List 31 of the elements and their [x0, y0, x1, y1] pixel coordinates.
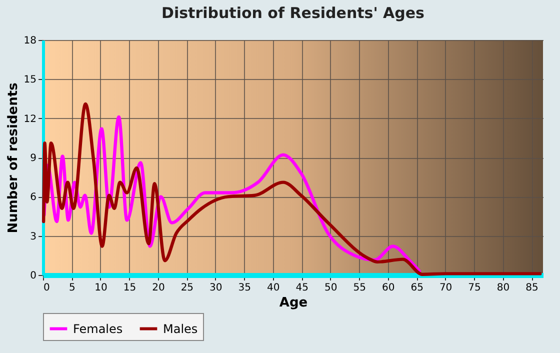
x-tick-label: 55	[353, 282, 366, 294]
x-tick-label: 65	[410, 282, 424, 294]
x-tick-label: 35	[238, 282, 252, 294]
x-tick-label: 50	[324, 282, 338, 294]
x-tick-label: 25	[180, 282, 194, 294]
x-tick-label: 60	[382, 282, 395, 294]
x-tick-label: 0	[44, 282, 50, 294]
legend-label: Males	[163, 322, 198, 336]
x-axis-title: Age	[279, 296, 308, 310]
y-tick-label: 0	[30, 270, 36, 282]
y-tick-label: 3	[30, 231, 36, 242]
x-tick-label: 30	[210, 282, 222, 294]
x-tick-label: 45	[296, 282, 308, 294]
x-tick-label: 70	[439, 282, 452, 294]
x-tick-label: 15	[123, 282, 136, 294]
y-axis-title: Number of residents	[6, 82, 21, 234]
line-series	[42, 102, 542, 276]
chart-title: Distribution of Residents' Ages	[162, 4, 425, 22]
x-tick-label: 40	[267, 282, 280, 294]
y-tick-label: 18	[24, 36, 36, 46]
x-tick-label: 85	[526, 282, 538, 294]
y-tick-label: 6	[30, 192, 36, 204]
x-tick-label: 5	[69, 282, 76, 294]
y-tick-label: 12	[24, 114, 36, 125]
x-tick-label: 10	[94, 282, 108, 294]
x-tick-label: 75	[468, 282, 481, 294]
x-tick-label: 20	[152, 282, 165, 294]
y-tick-label: 9	[30, 153, 36, 164]
y-tick-label: 15	[24, 74, 36, 86]
legend-label: Females	[73, 322, 123, 336]
x-tick-label: 80	[496, 282, 510, 294]
